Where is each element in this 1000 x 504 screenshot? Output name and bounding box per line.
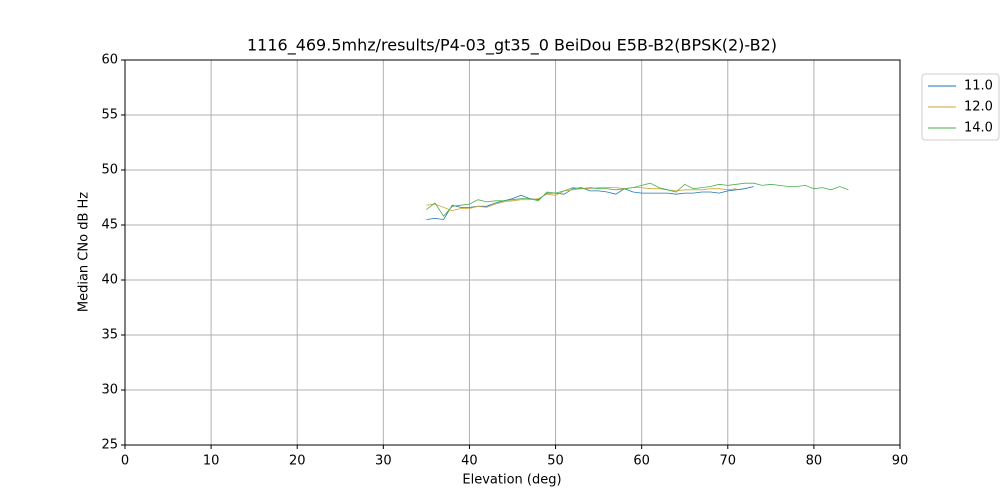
x-tick-label: 20	[289, 454, 306, 469]
x-tick-label: 60	[633, 454, 650, 469]
legend-label: 11.0	[964, 79, 993, 94]
y-tick-label: 45	[101, 218, 118, 233]
y-tick-label: 25	[101, 438, 118, 453]
y-axis-label: Median CNo dB Hz	[77, 192, 92, 312]
legend-label: 14.0	[964, 121, 993, 136]
plot-frame	[124, 59, 901, 446]
x-tick-label: 30	[375, 454, 392, 469]
legend-label: 12.0	[964, 100, 993, 115]
y-tick-label: 60	[101, 53, 118, 68]
x-tick-label: 40	[461, 454, 478, 469]
x-tick-label: 10	[203, 454, 220, 469]
legend-box	[921, 73, 1000, 141]
x-tick-label: 70	[720, 454, 737, 469]
x-axis-label: Elevation (deg)	[462, 473, 561, 488]
y-tick-label: 55	[101, 108, 118, 123]
y-tick-label: 50	[101, 163, 118, 178]
x-tick-label: 0	[121, 454, 129, 469]
y-tick-label: 40	[101, 273, 118, 288]
x-tick-label: 50	[547, 454, 564, 469]
x-tick-label: 90	[892, 454, 909, 469]
y-tick-label: 35	[101, 328, 118, 343]
chart-title: 1116_469.5mhz/results/P4-03_gt35_0 BeiDo…	[247, 36, 777, 56]
y-tick-label: 30	[101, 383, 118, 398]
x-tick-label: 80	[806, 454, 823, 469]
data-line	[426, 182, 849, 217]
